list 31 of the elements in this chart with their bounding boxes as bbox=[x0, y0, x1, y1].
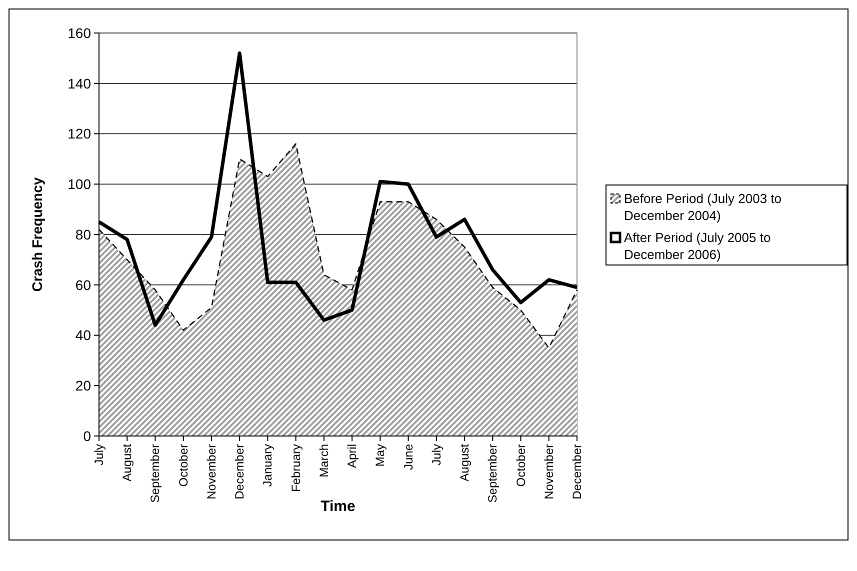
y-tick-label: 60 bbox=[75, 276, 92, 293]
x-tick-label: September bbox=[148, 444, 162, 503]
x-tick-label: December bbox=[232, 444, 247, 500]
x-tick-label: July bbox=[429, 444, 444, 466]
x-tick-label: February bbox=[288, 444, 303, 492]
x-tick-label: June bbox=[401, 444, 416, 470]
x-axis-title: Time bbox=[320, 498, 356, 515]
y-tick-label: 0 bbox=[83, 428, 92, 444]
x-tick-label: January bbox=[260, 444, 275, 487]
x-tick-label: November bbox=[542, 444, 556, 500]
y-tick-label: 80 bbox=[75, 226, 92, 242]
x-tick-label: December bbox=[570, 444, 584, 500]
x-tick-label: July bbox=[92, 444, 106, 466]
y-tick-label: 40 bbox=[75, 327, 92, 344]
y-tick-label: 20 bbox=[75, 378, 92, 394]
x-tick-label: September bbox=[486, 444, 500, 503]
y-tick-label: 160 bbox=[68, 24, 92, 41]
y-tick-label: 120 bbox=[68, 126, 92, 142]
x-tick-label: October bbox=[176, 444, 190, 487]
x-tick-label: August bbox=[458, 443, 472, 482]
y-tick-label: 100 bbox=[68, 176, 92, 192]
legend-label: Before Period (July 2003 to December 2004) bbox=[624, 191, 782, 223]
x-tick-label: March bbox=[316, 444, 331, 478]
x-tick-label: August bbox=[120, 443, 134, 482]
legend-label: After Period (July 2005 to December 2006) bbox=[624, 230, 771, 262]
x-tick-label: November bbox=[204, 444, 218, 500]
y-axis-title: Crash Frequency bbox=[29, 177, 45, 292]
y-tick-label: 140 bbox=[68, 75, 92, 92]
x-tick-label: April bbox=[345, 444, 360, 468]
x-tick-label: May bbox=[373, 444, 388, 467]
x-tick-label: October bbox=[514, 444, 528, 487]
